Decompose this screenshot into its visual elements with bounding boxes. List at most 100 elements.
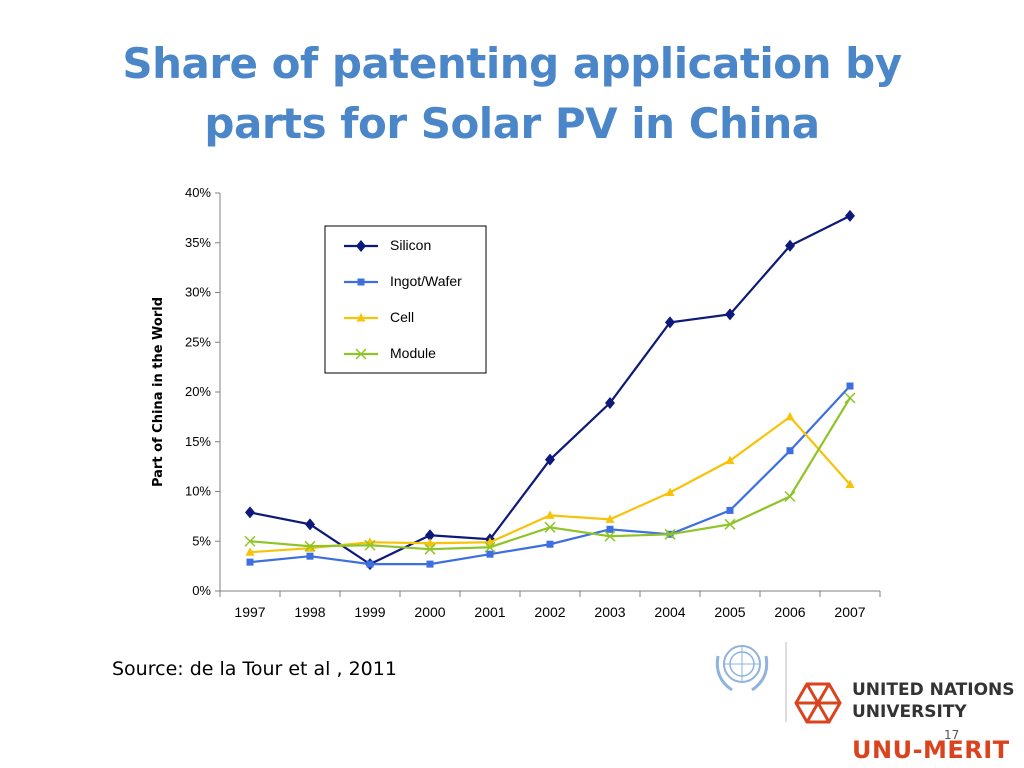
data-point-cell [845,479,855,489]
x-tick-label: 2000 [414,604,445,620]
data-point-cell [245,547,255,556]
legend-item-cell: Cell [344,309,414,325]
x-marker-stroke [724,518,736,530]
x-marker-stroke [424,543,436,555]
data-point-module [364,539,376,551]
series-module [244,392,856,555]
x-marker-stroke [604,530,616,542]
series-ingot-wafer [246,382,854,568]
x-tick-label: 1999 [354,604,385,620]
data-point-cell [725,455,735,465]
data-point-module [604,530,616,542]
legend-swatch-marker [357,278,365,286]
data-point-silicon [845,209,855,222]
y-tick-label: 30% [185,285,211,300]
x-tick-label: 2001 [474,604,505,620]
data-point-silicon [545,453,555,466]
legend-label-ingot-wafer: Ingot/Wafer [390,273,462,289]
legend-box [324,225,487,374]
legend-label-silicon: Silicon [390,237,431,253]
legend-item-module: Module [344,345,436,361]
x-tick-label: 1997 [234,604,265,620]
legend-swatch-marker [356,240,366,252]
series-silicon [245,209,855,571]
data-point-silicon [665,316,675,329]
legend-label-module: Module [390,345,436,361]
page-number: 17 [944,728,960,742]
data-point-module [844,392,856,404]
legend-item-silicon: Silicon [344,237,431,253]
data-point-cell [605,514,615,523]
data-point-silicon [785,239,795,252]
legend-item-ingot-wafer: Ingot/Wafer [344,273,462,289]
x-tick-label: 2007 [834,604,865,620]
data-point-module [544,521,556,533]
x-marker-stroke [355,348,367,360]
data-point-ingot-wafer [726,506,734,514]
data-point-cell [785,411,795,421]
data-point-cell [425,538,435,547]
data-point-ingot-wafer [306,552,314,560]
unu-name-line-1: UNITED NATIONS [852,680,1015,700]
data-point-silicon [245,506,255,519]
title-line-2: parts for Solar PV in China [204,99,820,148]
data-point-cell [305,543,315,552]
data-point-module [484,541,496,553]
data-point-silicon [425,529,435,542]
data-point-cell [545,510,555,519]
data-point-ingot-wafer [606,525,614,533]
data-point-module [244,535,256,547]
data-point-ingot-wafer [786,447,794,455]
x-tick-label: 2006 [774,604,805,620]
title-line-1: Share of patenting application by [122,39,902,88]
y-tick-label: 0% [192,583,211,598]
data-point-module [304,540,316,552]
unu-merit-logo-text: UNU-MERIT [852,736,1010,764]
chart-legend: Silicon Ingot/Wafer Cell Module [324,225,487,374]
unu-name-line-2: UNIVERSITY [852,702,967,722]
y-tick-label: 35% [185,235,211,250]
series-cell [245,411,855,556]
chart-series [244,209,856,571]
x-marker-stroke [304,540,316,552]
data-point-module [664,528,676,540]
unu-emblem-icon [794,682,842,724]
data-point-silicon [725,308,735,321]
data-point-cell [665,487,675,496]
data-point-ingot-wafer [426,560,434,568]
source-citation: Source: de la Tour et al , 2011 [112,658,397,680]
data-point-ingot-wafer [366,560,374,568]
legend-label-cell: Cell [390,309,414,325]
data-point-silicon [305,518,315,531]
legend-swatch-marker [355,348,367,360]
y-tick-label: 5% [192,533,211,548]
x-marker-stroke [484,541,496,553]
data-point-module [784,490,796,503]
x-marker-stroke [844,392,856,404]
un-emblem-icon [715,645,769,692]
legend-swatch-marker [356,313,366,322]
data-point-module [424,543,436,555]
y-tick-label: 25% [185,334,211,349]
data-point-module [724,518,736,530]
chart-axes: 0% 5% 10% 15% 20% 25% 30% 35% 40% 1997 1998 1999 200… [185,185,881,620]
data-point-ingot-wafer [246,558,254,566]
y-axis-label: Part of China in the World [151,297,166,487]
data-point-ingot-wafer [486,550,494,558]
x-marker-stroke [544,521,556,533]
slide-title: Share of patenting application by parts … [60,34,964,154]
data-point-ingot-wafer [546,540,554,548]
x-tick-label: 2003 [594,604,625,620]
x-tick-label: 2005 [714,604,745,620]
x-marker-stroke [784,490,796,503]
x-marker-stroke [244,535,256,547]
y-tick-label: 20% [185,384,211,399]
data-point-silicon [605,396,615,409]
x-tick-label: 2004 [654,604,685,620]
y-tick-label: 10% [185,484,211,499]
data-point-cell [485,537,495,546]
x-tick-label: 2002 [534,604,565,620]
data-point-ingot-wafer [846,382,854,390]
